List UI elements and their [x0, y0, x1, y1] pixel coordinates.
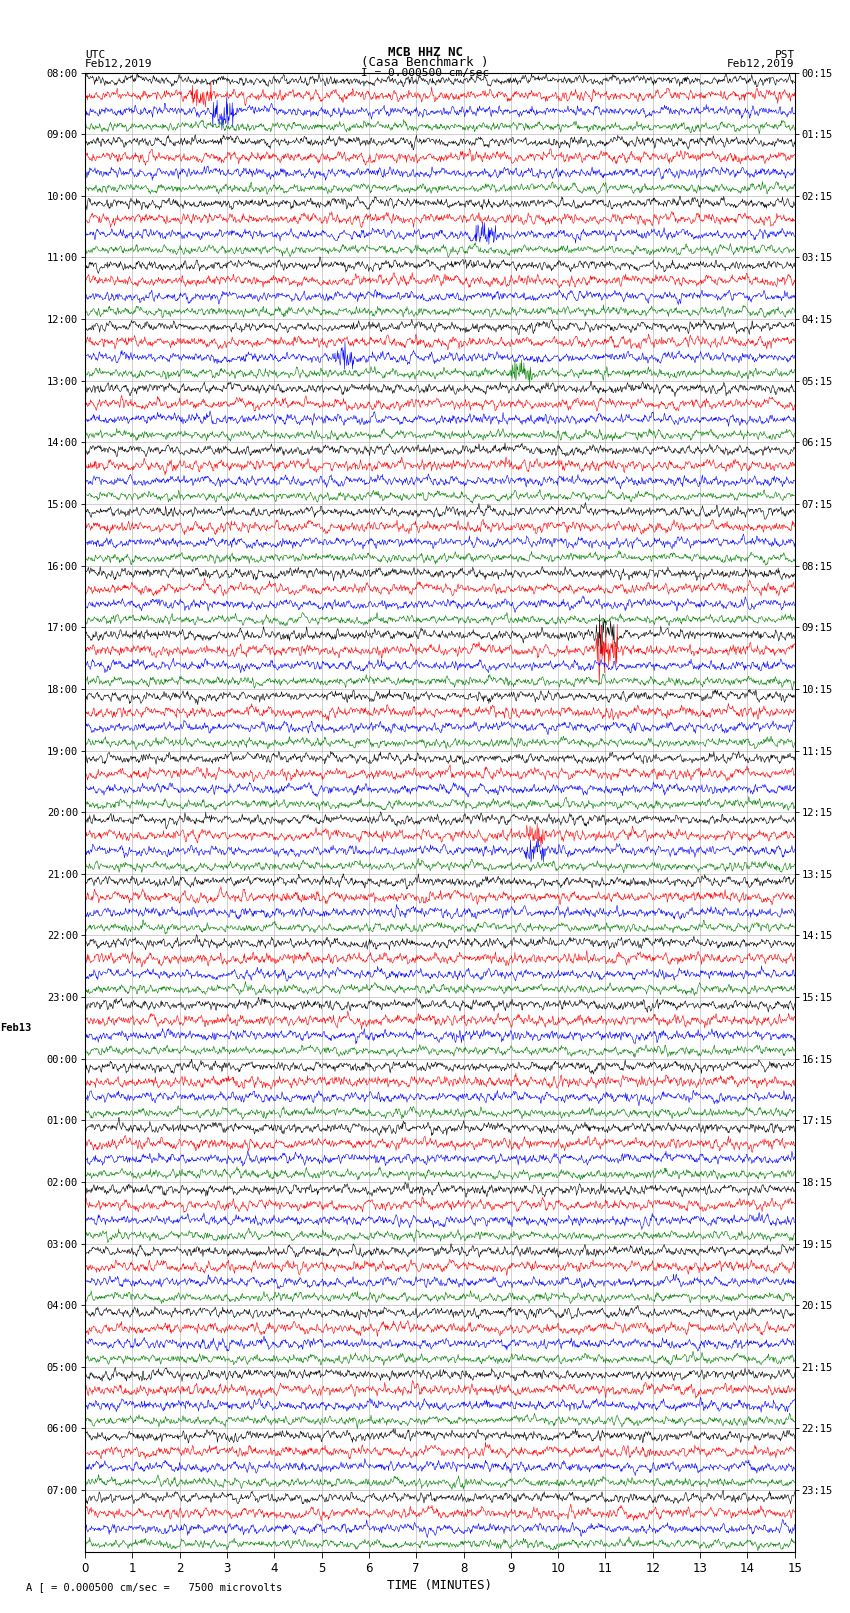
Text: (Casa Benchmark ): (Casa Benchmark ): [361, 55, 489, 69]
Text: I = 0.000500 cm/sec: I = 0.000500 cm/sec: [361, 68, 489, 77]
Text: UTC: UTC: [85, 50, 105, 60]
Text: Feb12,2019: Feb12,2019: [85, 60, 152, 69]
Text: MCB HHZ NC: MCB HHZ NC: [388, 45, 462, 58]
X-axis label: TIME (MINUTES): TIME (MINUTES): [388, 1579, 492, 1592]
Text: Feb12,2019: Feb12,2019: [728, 60, 795, 69]
Text: A [ = 0.000500 cm/sec =   7500 microvolts: A [ = 0.000500 cm/sec = 7500 microvolts: [26, 1582, 281, 1592]
Text: PST: PST: [774, 50, 795, 60]
Text: Feb13: Feb13: [1, 1023, 31, 1032]
